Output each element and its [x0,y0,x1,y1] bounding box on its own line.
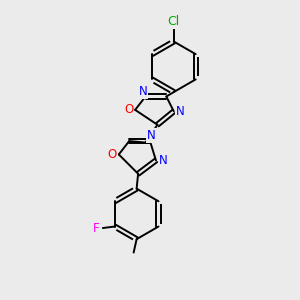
Text: N: N [147,129,156,142]
Text: F: F [93,221,100,235]
Text: O: O [124,103,133,116]
Text: N: N [176,105,185,118]
Text: N: N [159,154,168,167]
Text: O: O [108,148,117,161]
Text: N: N [139,85,148,98]
Text: Cl: Cl [168,15,180,28]
